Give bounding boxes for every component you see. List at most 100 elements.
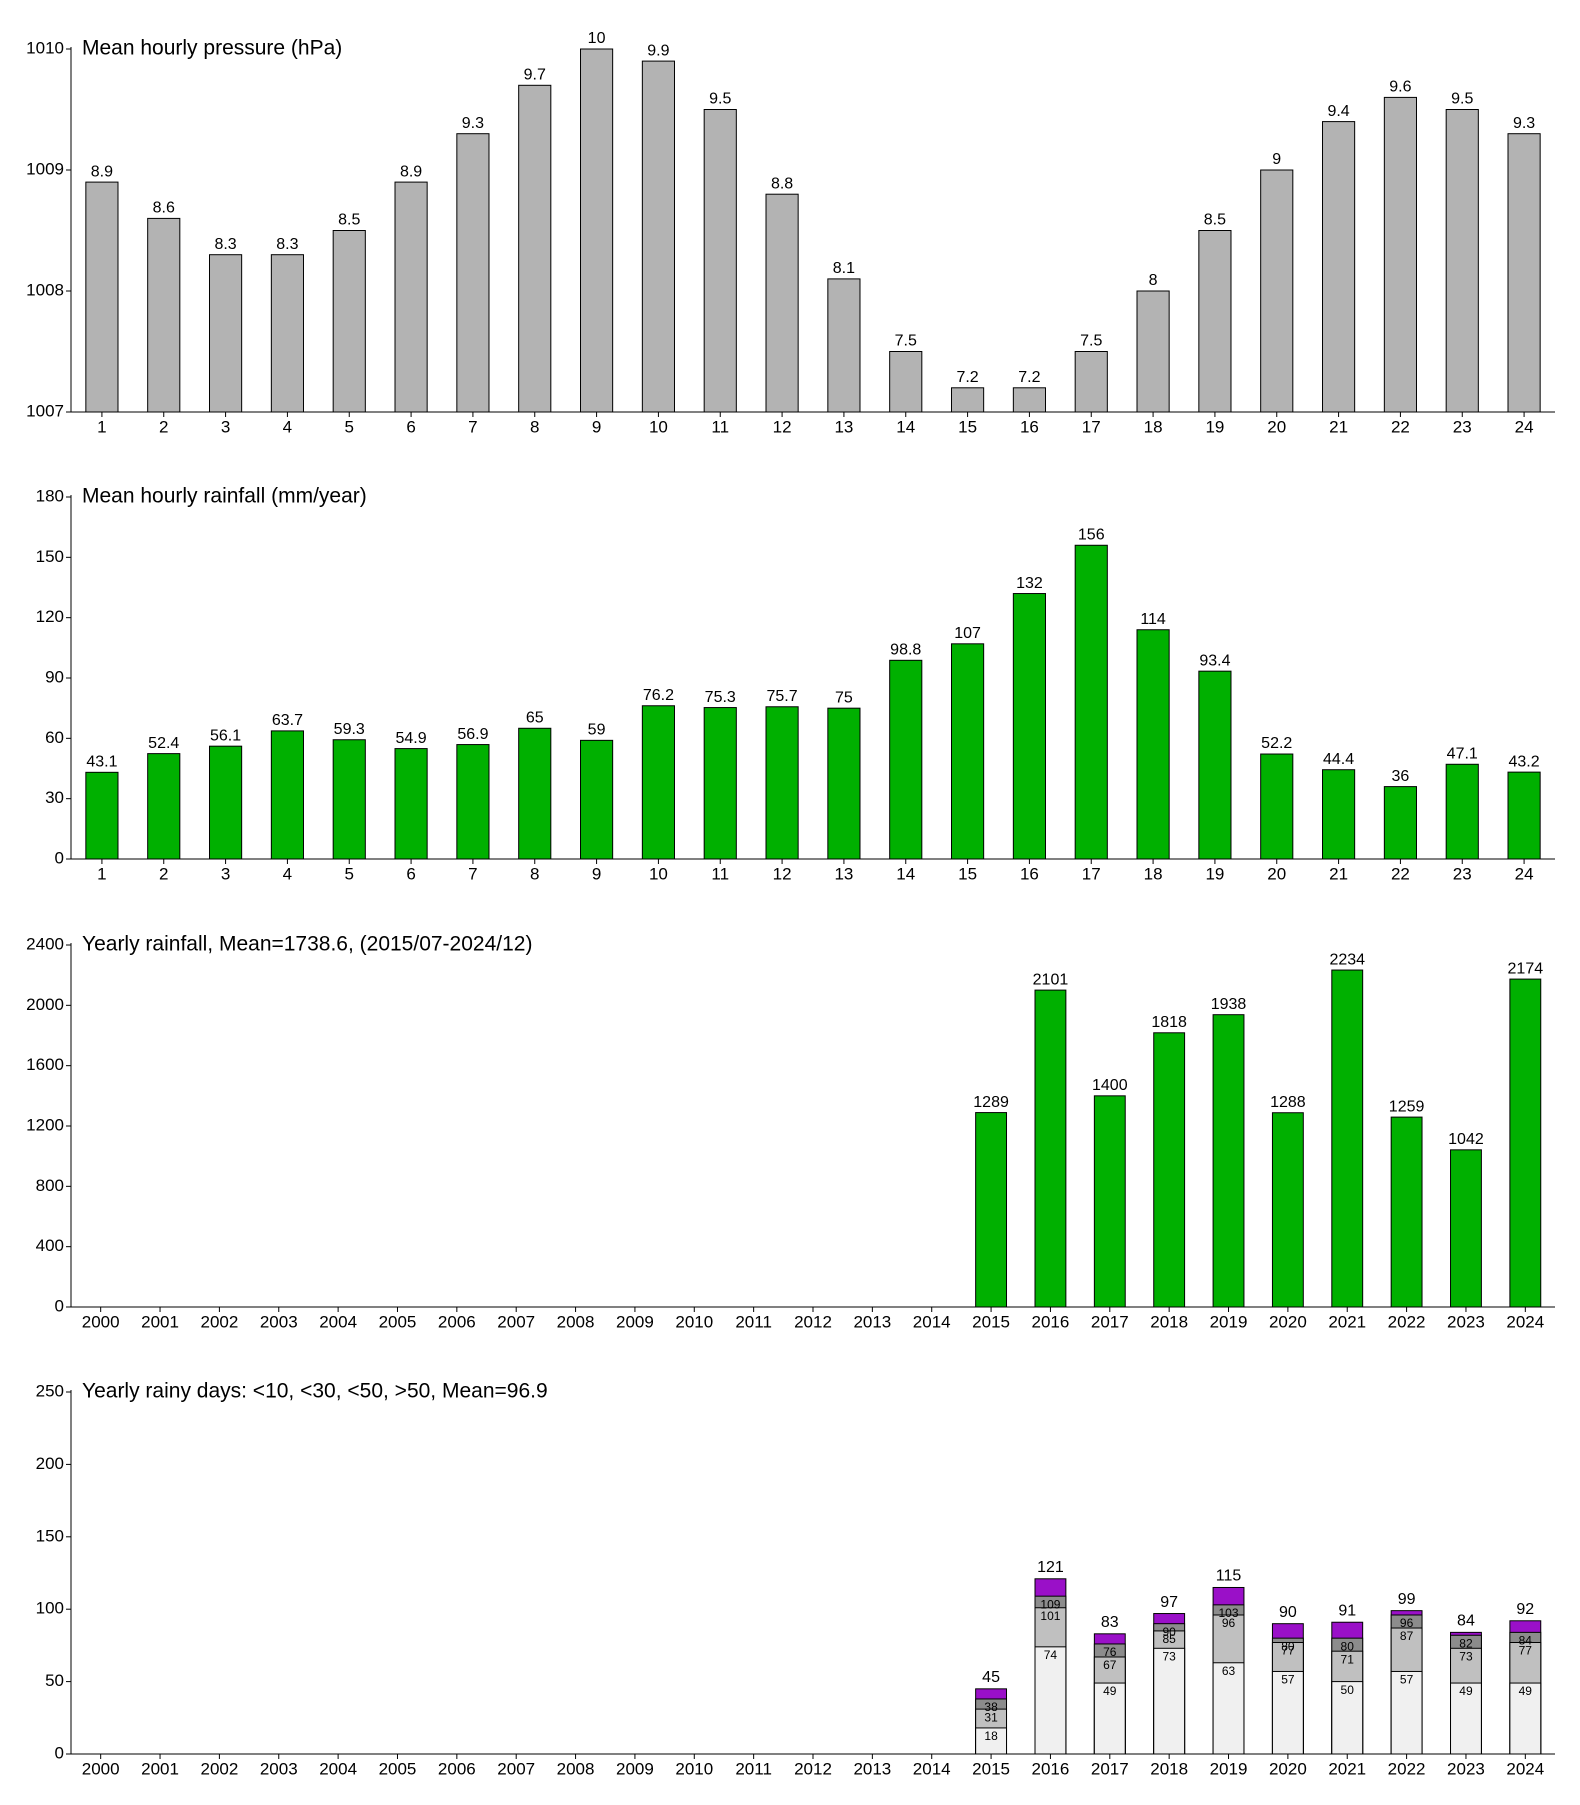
x-tick-label: 19 (1205, 417, 1224, 436)
bar (1198, 230, 1232, 413)
x-tick-label: 2006 (438, 1759, 476, 1778)
bar (456, 744, 490, 860)
bar (765, 706, 799, 860)
value-label: 132 (1016, 575, 1043, 592)
value-label: 1938 (1211, 996, 1247, 1013)
segment-label: 31 (984, 1710, 998, 1724)
x-tick-label: 2015 (972, 1759, 1010, 1778)
total-label: 83 (1101, 1614, 1119, 1631)
x-tick-label: 10 (649, 864, 668, 883)
x-tick-label: 5 (345, 417, 354, 436)
x-tick-label: 3 (221, 864, 230, 883)
x-tick-label: 14 (896, 417, 915, 436)
segment-label: 80 (1281, 1639, 1295, 1653)
bar (1012, 387, 1046, 413)
x-tick-label: 21 (1329, 864, 1348, 883)
bar-segment (1034, 1646, 1067, 1755)
value-label: 8.5 (338, 212, 360, 229)
x-tick-label: 2005 (379, 1759, 417, 1778)
total-label: 121 (1037, 1559, 1064, 1576)
y-tick-label: 120 (36, 607, 64, 626)
value-label: 65 (526, 709, 544, 726)
segment-label: 85 (1162, 1632, 1176, 1646)
value-label: 2174 (1508, 960, 1544, 977)
segment-label: 71 (1341, 1652, 1355, 1666)
y-tick-label: 180 (36, 486, 64, 505)
segment-label: 101 (1040, 1609, 1060, 1623)
value-label: 8.9 (400, 163, 422, 180)
segment-label: 76 (1103, 1645, 1117, 1659)
x-tick-label: 2009 (616, 1312, 654, 1331)
bar (1136, 290, 1170, 413)
x-tick-label: 2003 (260, 1312, 298, 1331)
segment-label: 18 (984, 1729, 998, 1743)
y-tick-label: 50 (45, 1671, 64, 1690)
x-tick-label: 14 (896, 864, 915, 883)
x-tick-label: 6 (406, 864, 415, 883)
x-tick-label: 6 (406, 417, 415, 436)
bar (1383, 96, 1417, 413)
x-tick-label: 2018 (1150, 1312, 1188, 1331)
value-label: 63.7 (272, 712, 303, 729)
x-tick-label: 15 (958, 864, 977, 883)
y-tick-label: 150 (36, 547, 64, 566)
value-label: 8.5 (1204, 212, 1226, 229)
x-tick-label: 2023 (1447, 1759, 1485, 1778)
bar (1074, 544, 1108, 860)
x-tick-label: 17 (1082, 864, 1101, 883)
bar-segment (1450, 1682, 1482, 1755)
bar (951, 387, 985, 413)
x-tick-label: 2 (159, 417, 168, 436)
x-tick-label: 2019 (1210, 1759, 1248, 1778)
bar (1260, 169, 1294, 413)
x-tick-label: 2005 (379, 1312, 417, 1331)
segment-label: 74 (1044, 1648, 1058, 1662)
value-label: 114 (1140, 611, 1166, 628)
y-tick-label: 100 (36, 1599, 64, 1618)
value-label: 44.4 (1323, 751, 1354, 768)
x-tick-label: 9 (592, 864, 601, 883)
chart-title: Yearly rainy days: <10, <30, <50, >50, M… (82, 1380, 548, 1403)
x-tick-label: 16 (1020, 864, 1039, 883)
bar (332, 230, 366, 413)
value-label: 1818 (1151, 1014, 1187, 1031)
segment-label: 38 (984, 1700, 998, 1714)
x-tick-label: 2020 (1269, 1312, 1307, 1331)
bar-segment (975, 1727, 1008, 1755)
total-label: 115 (1216, 1568, 1242, 1585)
bar (1507, 771, 1541, 860)
x-tick-label: 8 (530, 417, 539, 436)
value-label: 76.2 (643, 687, 674, 704)
total-label: 91 (1338, 1602, 1356, 1619)
x-tick-label: 15 (958, 417, 977, 436)
segment-label: 80 (1341, 1639, 1355, 1653)
bar (1136, 629, 1170, 860)
x-tick-label: 7 (468, 417, 477, 436)
x-tick-label: 2017 (1091, 1759, 1129, 1778)
segment-label: 82 (1459, 1636, 1473, 1650)
value-label: 1042 (1448, 1131, 1484, 1148)
x-tick-label: 1 (97, 864, 106, 883)
x-tick-label: 2008 (557, 1759, 595, 1778)
x-tick-label: 7 (468, 864, 477, 883)
chart-title: Mean hourly pressure (hPa) (82, 37, 342, 60)
x-tick-label: 2011 (735, 1759, 772, 1778)
value-label: 7.2 (956, 369, 978, 386)
value-label: 1288 (1270, 1094, 1306, 1111)
bar (1450, 1149, 1482, 1308)
y-tick-label: 0 (55, 848, 64, 867)
bar (889, 351, 923, 413)
segment-label: 87 (1400, 1629, 1414, 1643)
y-tick-label: 30 (45, 788, 64, 807)
value-label: 56.1 (210, 727, 241, 744)
bar (456, 133, 490, 413)
y-tick-label: 0 (55, 1296, 64, 1315)
x-tick-label: 2021 (1328, 1759, 1366, 1778)
value-label: 1259 (1389, 1098, 1425, 1115)
y-tick-label: 800 (36, 1176, 64, 1195)
x-tick-label: 2015 (972, 1312, 1010, 1331)
value-label: 8.3 (214, 236, 236, 253)
bar (209, 745, 243, 860)
x-tick-label: 2023 (1447, 1312, 1485, 1331)
